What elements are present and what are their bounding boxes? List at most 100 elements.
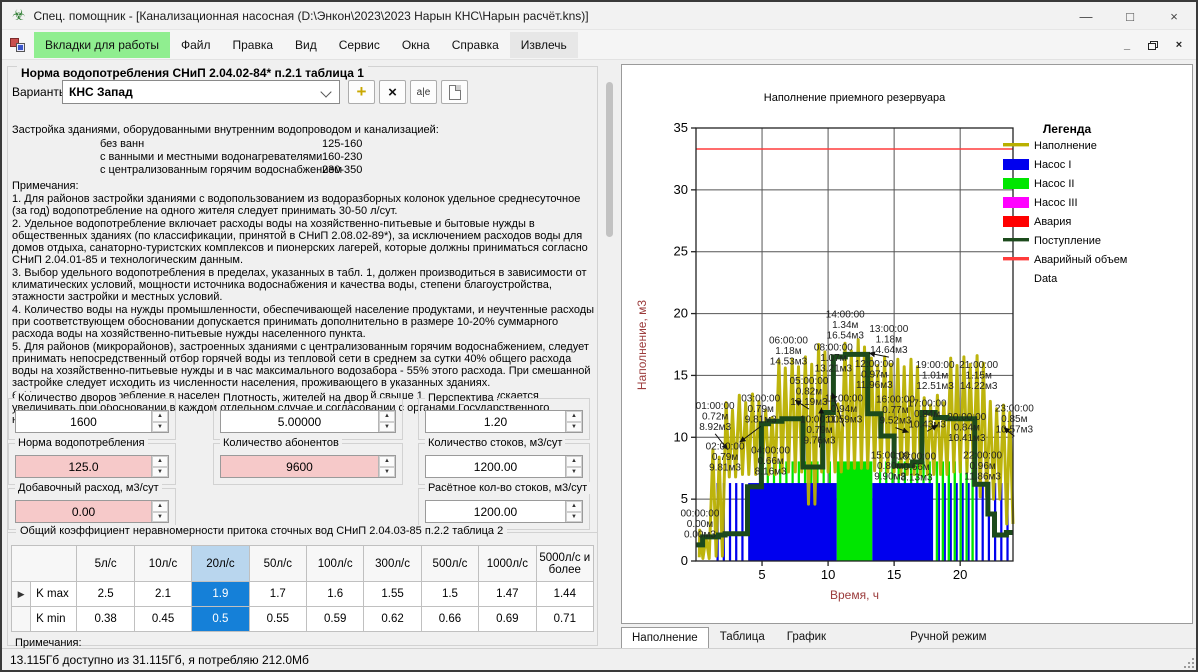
rename-variant-button[interactable]: a|e: [410, 80, 437, 104]
menu-item-извлечь[interactable]: Извлечь: [510, 32, 578, 58]
tab-ручной-режим[interactable]: Ручной режим: [899, 626, 997, 648]
coef-cell[interactable]: 1.7: [249, 582, 306, 607]
pump1-bar: [950, 483, 952, 561]
spinner-down-button[interactable]: ▼: [152, 512, 168, 523]
coef-row: K min0.380.450.50.550.590.620.660.690.71: [12, 607, 594, 632]
field-input[interactable]: 9600▲▼: [220, 455, 396, 478]
field-label: Количество дворов: [15, 392, 119, 404]
spinner-down-button[interactable]: ▼: [566, 512, 582, 523]
tab-наполнение[interactable]: Наполнение: [621, 627, 709, 649]
annotation-volume: 11.59м3: [826, 414, 863, 425]
spinner-up-button[interactable]: ▲: [152, 411, 168, 422]
field-input[interactable]: 1200.00▲▼: [425, 455, 583, 478]
tab-таблица[interactable]: Таблица: [709, 626, 776, 648]
menu-item-справка[interactable]: Справка: [441, 32, 510, 58]
coef-cell[interactable]: 2.5: [77, 582, 134, 607]
resize-grip[interactable]: [1182, 656, 1194, 668]
menu-item-правка[interactable]: Правка: [221, 32, 284, 58]
coef-col-header[interactable]: 50л/с: [249, 546, 306, 582]
spinner-up-button[interactable]: ▲: [379, 411, 395, 422]
menu-item-сервис[interactable]: Сервис: [328, 32, 391, 58]
coef-col-header[interactable]: 20л/с: [192, 546, 249, 582]
menu-item-файл[interactable]: Файл: [170, 32, 222, 58]
spinner-up-button[interactable]: ▲: [152, 456, 168, 467]
menu-item-окна[interactable]: Окна: [391, 32, 441, 58]
coef-cell[interactable]: 0.66: [421, 607, 478, 632]
x-tick-label: 5: [758, 567, 765, 582]
spinner-down-button[interactable]: ▼: [566, 422, 582, 433]
coef-cell[interactable]: 0.5: [192, 607, 249, 632]
scrollbar-thumb[interactable]: [606, 82, 613, 237]
coef-col-header[interactable]: 300л/с: [364, 546, 421, 582]
variant-select[interactable]: КНС Запад: [62, 80, 340, 104]
field-input[interactable]: 1.20▲▼: [425, 410, 583, 433]
copy-variant-button[interactable]: [441, 80, 468, 104]
field-label: Добавочный расход, м3/сут: [15, 482, 162, 494]
field-input[interactable]: 0.00▲▼: [15, 500, 169, 523]
spinner-up-button[interactable]: ▲: [566, 501, 582, 512]
mdi-minimize-button[interactable]: _: [1116, 35, 1138, 55]
coef-cell[interactable]: 0.59: [307, 607, 364, 632]
annotation-volume: 10.57м3: [996, 424, 1034, 435]
window-controls: — □ ×: [1064, 2, 1196, 30]
spinner-down-button[interactable]: ▼: [152, 422, 168, 433]
annotation-level: 0.84м: [954, 422, 980, 433]
close-button[interactable]: ×: [1152, 2, 1196, 30]
coef-col-header[interactable]: 1000л/с: [479, 546, 536, 582]
coef-col-header[interactable]: 5л/с: [77, 546, 134, 582]
spinner-down-button[interactable]: ▼: [379, 467, 395, 478]
field-label: Расётное кол-во стоков, м3/сут: [425, 482, 590, 494]
mdi-close-button[interactable]: ×: [1168, 35, 1190, 55]
coef-cell[interactable]: 1.55: [364, 582, 421, 607]
coef-cell[interactable]: 2.1: [134, 582, 191, 607]
delete-variant-button[interactable]: ×: [379, 80, 406, 104]
coef-cell[interactable]: 1.47: [479, 582, 536, 607]
coef-col-header[interactable]: 10л/с: [134, 546, 191, 582]
coef-col-header[interactable]: 5000л/с и более: [536, 546, 593, 582]
menu-item-вид[interactable]: Вид: [284, 32, 328, 58]
coef-cell[interactable]: 1.6: [307, 582, 364, 607]
snip-note: 3. Выбор удельного водопотребления в пре…: [12, 267, 596, 304]
annotation-time: 12:00:00: [855, 359, 894, 370]
coef-cell[interactable]: 0.71: [536, 607, 593, 632]
legend-swatch: [1003, 238, 1029, 241]
spinner-up-button[interactable]: ▲: [566, 456, 582, 467]
snip-note: 4. Количество воды на нужды промышленнос…: [12, 304, 596, 341]
tab-график[interactable]: График: [776, 626, 837, 648]
field-input[interactable]: 1600▲▼: [15, 410, 169, 433]
spinner-down-button[interactable]: ▼: [152, 467, 168, 478]
field-spinner: ▲▼: [151, 411, 168, 432]
field-input[interactable]: 125.0▲▼: [15, 455, 169, 478]
spinner-down-button[interactable]: ▼: [566, 467, 582, 478]
spinner-up-button[interactable]: ▲: [566, 411, 582, 422]
mdi-restore-button[interactable]: [1142, 35, 1164, 55]
coef-cell[interactable]: 0.38: [77, 607, 134, 632]
coef-cell[interactable]: 1.9: [192, 582, 249, 607]
coef-cell[interactable]: 0.69: [479, 607, 536, 632]
coef-cell[interactable]: 0.45: [134, 607, 191, 632]
spinner-down-button[interactable]: ▼: [379, 422, 395, 433]
field-input[interactable]: 5.00000▲▼: [220, 410, 396, 433]
annotation-time: 04:00:00: [751, 445, 790, 456]
menu-item-вкладки-для-работы[interactable]: Вкладки для работы: [34, 32, 170, 58]
annotation-volume: 9.52м3: [879, 416, 911, 427]
minimize-button[interactable]: —: [1064, 2, 1108, 30]
coef-col-header[interactable]: 500л/с: [421, 546, 478, 582]
coef-cell[interactable]: 0.62: [364, 607, 421, 632]
coef-cell[interactable]: 1.5: [421, 582, 478, 607]
field-input[interactable]: 1200.00▲▼: [425, 500, 583, 523]
annotation-level: 0.00м: [687, 519, 713, 530]
pump2-bar: [948, 461, 950, 561]
coef-col-header[interactable]: 100л/с: [307, 546, 364, 582]
vertical-scrollbar[interactable]: [603, 60, 616, 648]
add-variant-button[interactable]: +: [348, 80, 375, 104]
annotation-volume: 10.41м3: [948, 433, 986, 444]
maximize-button[interactable]: □: [1108, 2, 1152, 30]
coef-cell[interactable]: 0.55: [249, 607, 306, 632]
legend-label: Насос III: [1034, 197, 1078, 209]
spinner-up-button[interactable]: ▲: [379, 456, 395, 467]
spinner-up-button[interactable]: ▲: [152, 501, 168, 512]
pump1-bar: [982, 483, 984, 561]
coef-cell[interactable]: 1.44: [536, 582, 593, 607]
annotation-level: 1.18м: [876, 335, 902, 346]
